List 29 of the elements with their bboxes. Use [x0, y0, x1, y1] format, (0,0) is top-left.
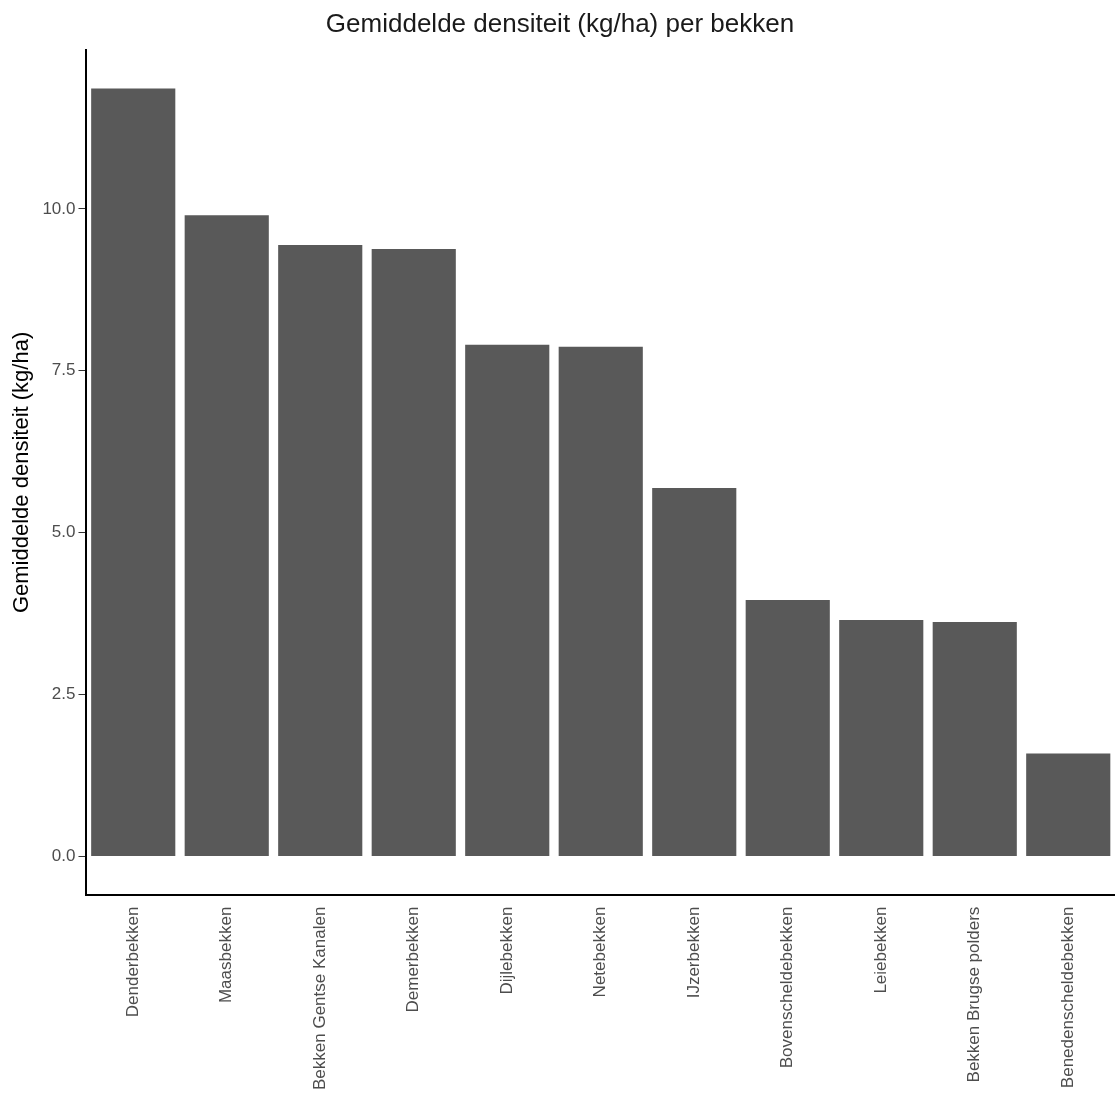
bar [652, 487, 737, 856]
chart-title: Gemiddelde densiteit (kg/ha) per bekken [325, 7, 795, 38]
bar [278, 245, 363, 856]
x-tick-label: IJzerbekken [683, 906, 703, 999]
x-tick-label: Leiebekken [870, 906, 890, 994]
x-tick-label: Maasbekken [216, 906, 236, 1004]
x-tick-label: Benedenscheldebekken [1057, 906, 1077, 1089]
y-axis-title: Gemiddelde densiteit (kg/ha) [8, 331, 34, 614]
bar [371, 249, 456, 856]
bar [745, 600, 830, 856]
y-tick-label: 5.0 [51, 522, 76, 542]
y-tick-label: 10.0 [42, 198, 76, 218]
bar [558, 346, 643, 856]
bar [91, 88, 176, 856]
bar [932, 622, 1017, 856]
bar [839, 620, 924, 856]
y-tick-label: 7.5 [51, 360, 76, 380]
bar [465, 344, 550, 856]
x-tick-label: Dijlebekken [496, 906, 516, 995]
bar [184, 215, 269, 856]
y-tick-label: 0.0 [51, 846, 76, 866]
x-tick-label: Bekken Gentse Kanalen [309, 906, 329, 1091]
x-tick-label: Netebekken [590, 906, 610, 998]
x-tick-label: Bovenscheldebekken [777, 906, 797, 1069]
x-tick-label: Denderbekken [122, 906, 142, 1018]
y-tick-label: 2.5 [51, 684, 76, 704]
x-tick-label: Demerbekken [403, 906, 423, 1013]
x-tick-label: Bekken Brugse polders [964, 906, 984, 1083]
bar [1026, 753, 1111, 856]
